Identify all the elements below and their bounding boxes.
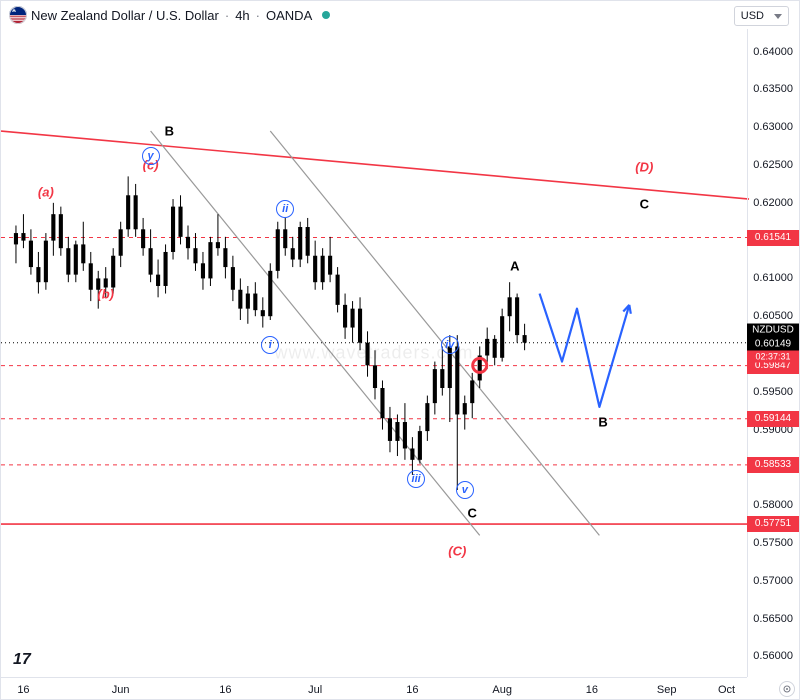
wave-label: i bbox=[261, 336, 279, 354]
x-tick: Jun bbox=[112, 684, 130, 696]
wave-label: A bbox=[510, 258, 519, 273]
wave-label: iii bbox=[407, 470, 425, 488]
price-level-tag: 0.59144 bbox=[747, 411, 799, 427]
wave-label: B bbox=[598, 415, 607, 430]
y-tick: 0.57000 bbox=[753, 575, 793, 587]
y-tick: 0.56000 bbox=[753, 650, 793, 662]
wave-label: (D) bbox=[635, 159, 653, 174]
x-tick: Sep bbox=[657, 684, 677, 696]
y-tick: 0.60500 bbox=[753, 310, 793, 322]
chart-header: New Zealand Dollar / U.S. Dollar · 4h · … bbox=[1, 1, 799, 29]
price-level-tag: 0.61541 bbox=[747, 230, 799, 246]
ticker-live-box: NZDUSD0.6014902:37:31 bbox=[747, 323, 799, 362]
live-dot-icon bbox=[322, 11, 330, 19]
y-tick: 0.63000 bbox=[753, 121, 793, 133]
chart-title: New Zealand Dollar / U.S. Dollar bbox=[31, 8, 219, 23]
chart-provider: OANDA bbox=[266, 8, 312, 23]
x-tick: 16 bbox=[17, 684, 29, 696]
plot-area[interactable]: www.wavetraders.com BABCC(a)(b)(c)(C)(D)… bbox=[1, 29, 747, 677]
tradingview-logo: 17 bbox=[13, 651, 31, 669]
y-tick: 0.62500 bbox=[753, 159, 793, 171]
wave-label: (C) bbox=[448, 543, 466, 558]
chart-interval: 4h bbox=[235, 8, 249, 23]
wave-label: C bbox=[640, 197, 649, 212]
y-tick: 0.58000 bbox=[753, 499, 793, 511]
y-tick: 0.62000 bbox=[753, 197, 793, 209]
chart-canvas bbox=[1, 29, 747, 677]
axis-settings-icon[interactable] bbox=[779, 681, 795, 697]
currency-selector[interactable]: USD bbox=[734, 6, 789, 26]
x-axis[interactable]: 16 Jun 16 Jul 16 Aug 16 Sep Oct bbox=[1, 677, 747, 699]
ticker-countdown: 02:37:31 bbox=[747, 350, 799, 362]
currency-value: USD bbox=[741, 10, 764, 22]
wave-label: B bbox=[165, 124, 174, 139]
wave-label: C bbox=[468, 505, 477, 520]
x-tick: 16 bbox=[406, 684, 418, 696]
x-tick: Jul bbox=[308, 684, 322, 696]
price-level-tag: 0.58533 bbox=[747, 457, 799, 473]
y-tick: 0.64000 bbox=[753, 46, 793, 58]
separator: · bbox=[256, 8, 260, 23]
chart-container: New Zealand Dollar / U.S. Dollar · 4h · … bbox=[0, 0, 800, 700]
wave-label: ii bbox=[276, 200, 294, 218]
wave-label: (a) bbox=[38, 184, 54, 199]
x-tick: Oct bbox=[718, 684, 735, 696]
y-tick: 0.56500 bbox=[753, 613, 793, 625]
y-axis[interactable]: 0.64000 0.63500 0.63000 0.62500 0.62000 0.615… bbox=[747, 29, 799, 677]
y-tick: 0.61000 bbox=[753, 272, 793, 284]
wave-label: y bbox=[142, 147, 160, 165]
wave-label: (b) bbox=[97, 286, 114, 301]
pair-flag-icon bbox=[9, 6, 27, 24]
price-level-tag: 0.57751 bbox=[747, 516, 799, 532]
x-tick: Aug bbox=[492, 684, 512, 696]
y-tick: 0.63500 bbox=[753, 83, 793, 95]
x-tick: 16 bbox=[219, 684, 231, 696]
separator: · bbox=[225, 8, 229, 23]
y-tick: 0.59500 bbox=[753, 386, 793, 398]
x-tick: 16 bbox=[586, 684, 598, 696]
ticker-symbol: NZDUSD bbox=[747, 323, 799, 337]
y-tick: 0.57500 bbox=[753, 537, 793, 549]
wave-label: v bbox=[456, 481, 474, 499]
wave-label: iv bbox=[441, 336, 459, 354]
ticker-price: 0.60149 bbox=[747, 337, 799, 350]
